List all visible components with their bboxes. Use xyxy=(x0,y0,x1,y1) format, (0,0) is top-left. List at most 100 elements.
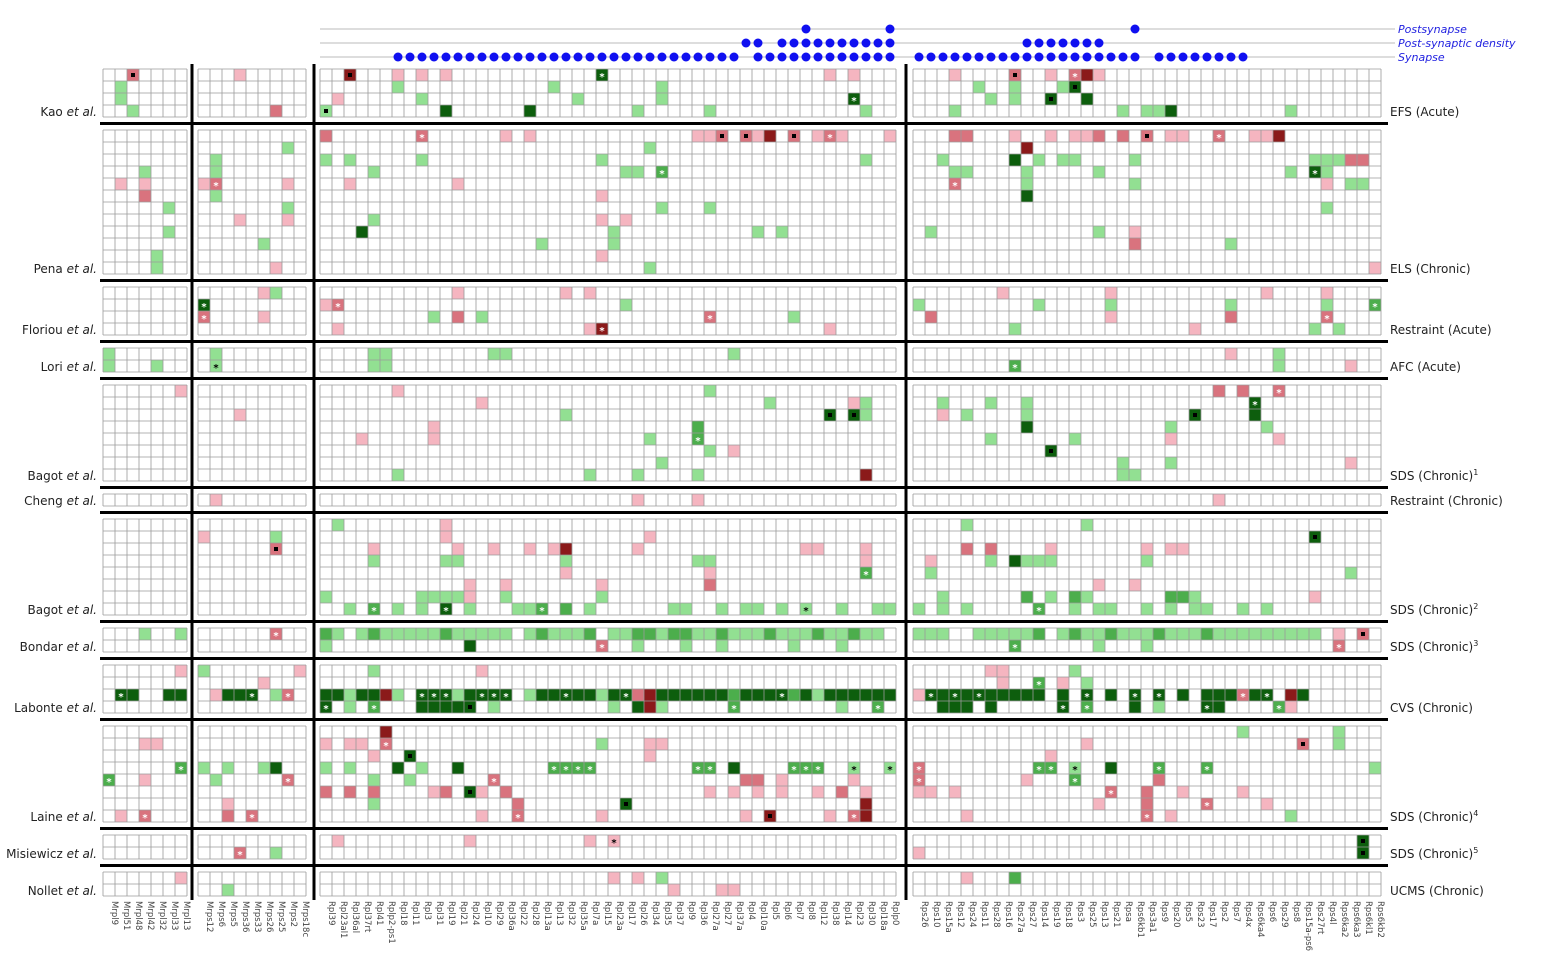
heat-cell xyxy=(368,798,380,810)
study-suffix: et al. xyxy=(67,494,97,508)
significance-star: * xyxy=(952,181,958,192)
heat-cell xyxy=(1201,798,1213,810)
heat-cell xyxy=(560,567,572,579)
study-label: Kao et al. xyxy=(40,105,97,119)
heat-cell xyxy=(560,409,572,421)
column-label: Rps20 xyxy=(1171,901,1181,928)
study-author: Bondar xyxy=(20,640,63,654)
heat-cell xyxy=(320,689,332,701)
heat-cell xyxy=(1165,591,1177,603)
heat-cell xyxy=(1069,603,1081,615)
column-label: Rps6kl1 xyxy=(1363,901,1373,935)
heat-cell xyxy=(704,786,716,798)
heat-cell xyxy=(860,567,872,579)
column-label: Mrps26 xyxy=(264,901,274,932)
heat-cell xyxy=(560,689,572,701)
heat-cell xyxy=(440,591,452,603)
heat-cell xyxy=(800,628,812,640)
annotation-dot xyxy=(801,38,811,48)
study-author: Kao xyxy=(40,105,62,119)
heat-cell xyxy=(1009,323,1021,335)
heat-cell xyxy=(1129,469,1141,481)
heat-cell xyxy=(1225,628,1237,640)
heat-cell xyxy=(728,762,740,774)
heat-cell xyxy=(1021,689,1033,701)
heat-cell xyxy=(728,786,740,798)
heat-cell xyxy=(716,628,728,640)
annotation-dot xyxy=(789,38,799,48)
significance-star: * xyxy=(503,692,509,703)
heat-cell xyxy=(985,628,997,640)
heat-cell xyxy=(776,786,788,798)
significance-star: * xyxy=(1036,606,1042,617)
annotation-dot xyxy=(1046,52,1056,62)
significance-star: * xyxy=(779,692,785,703)
heat-cell xyxy=(115,178,127,190)
heat-cell xyxy=(704,105,716,117)
heat-cell xyxy=(692,433,704,445)
column-label: Rpsa xyxy=(1123,901,1133,922)
heat-cell xyxy=(656,701,668,713)
heat-cell xyxy=(1297,689,1309,701)
heat-cell xyxy=(1165,603,1177,615)
annotation-dot xyxy=(777,38,787,48)
heat-cell xyxy=(392,762,404,774)
column-label: Rps6ka3 xyxy=(1351,901,1361,938)
significance-star: * xyxy=(249,813,255,824)
study-author: Bagot xyxy=(28,469,64,483)
annotation-dot xyxy=(1178,52,1188,62)
heat-cell xyxy=(776,226,788,238)
significance-star: * xyxy=(213,363,219,374)
heat-cell xyxy=(848,810,860,822)
heat-cell xyxy=(270,762,282,774)
study-label: Bagot et al. xyxy=(28,469,97,483)
heat-cell xyxy=(368,348,380,360)
heat-cell xyxy=(1009,93,1021,105)
significance-star: * xyxy=(1204,765,1210,776)
significance-star: * xyxy=(563,765,569,776)
marker-dot xyxy=(768,814,772,818)
significance-star: * xyxy=(551,765,557,776)
study-label: Nollet et al. xyxy=(28,884,97,898)
heat-cell xyxy=(1249,628,1261,640)
heat-cell xyxy=(452,543,464,555)
heat-cell xyxy=(596,810,608,822)
heat-cell xyxy=(368,603,380,615)
column-label: Rpl22 xyxy=(518,901,528,925)
heat-cell xyxy=(1165,543,1177,555)
heat-cell xyxy=(752,603,764,615)
heat-cell xyxy=(1333,628,1345,640)
marker-dot xyxy=(624,802,628,806)
heat-cell xyxy=(560,543,572,555)
significance-star: * xyxy=(201,314,207,325)
heat-cell xyxy=(404,628,416,640)
heat-cell xyxy=(139,738,151,750)
study-author: Lori xyxy=(41,360,63,374)
heat-cell xyxy=(668,603,680,615)
heat-cell xyxy=(668,689,680,701)
heat-cell xyxy=(536,238,548,250)
heat-cell xyxy=(500,786,512,798)
condition: SDS (Chronic) xyxy=(1390,603,1473,617)
significance-star: * xyxy=(1108,789,1114,800)
heat-cell xyxy=(913,689,925,701)
heat-cell xyxy=(428,701,440,713)
heat-cell xyxy=(1141,603,1153,615)
heat-cell xyxy=(210,166,222,178)
annotation-dot xyxy=(417,52,427,62)
annotation-dot xyxy=(926,52,936,62)
heat-cell xyxy=(115,810,127,822)
significance-star: * xyxy=(827,133,833,144)
heat-cell xyxy=(584,689,596,701)
significance-star: * xyxy=(285,777,291,788)
heat-cell xyxy=(788,628,800,640)
heat-cell xyxy=(764,689,776,701)
heat-cell xyxy=(1141,555,1153,567)
significance-star: * xyxy=(1156,765,1162,776)
heat-cell xyxy=(620,689,632,701)
heat-cell xyxy=(476,786,488,798)
significance-star: * xyxy=(916,777,922,788)
heat-cell xyxy=(800,543,812,555)
heat-cell xyxy=(913,628,925,640)
heat-cell xyxy=(476,628,488,640)
